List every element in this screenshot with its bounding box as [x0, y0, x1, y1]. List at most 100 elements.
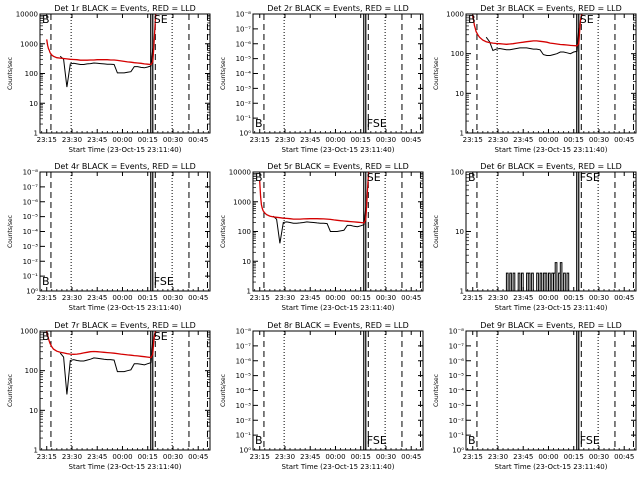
panel-det-1: Det 1r BLACK = Events, RED = LLD Counts/s… [7, 4, 211, 154]
marker-label: B [255, 117, 263, 130]
marker-label: FSE [580, 434, 600, 447]
y-tick-label: 1000 [233, 198, 251, 206]
y-axis-label: Counts/sec [7, 374, 14, 407]
x-tick-label: 00:00 [325, 136, 345, 144]
x-tick-label: 23:30 [62, 294, 82, 302]
y-tick-label: 1000 [446, 11, 464, 19]
y-tick-label: 10⁻⁷ [236, 25, 252, 33]
y-tick-label: 10 [242, 258, 251, 266]
marker-label: B [468, 13, 476, 26]
y-axis-label: Counts/sec [433, 374, 440, 407]
y-axis-label: Counts/sec [220, 215, 227, 248]
y-tick-label: 10⁻³ [449, 402, 465, 410]
y-tick-label: 10⁻¹ [449, 432, 465, 440]
x-tick-label: 00:45 [614, 453, 634, 461]
y-tick-label: 10 [29, 100, 38, 108]
events-series-line [505, 262, 570, 291]
y-tick-label: 10⁻¹ [236, 432, 252, 440]
plot-frame [252, 330, 424, 451]
x-tick-label: 00:15 [138, 136, 158, 144]
x-tick-label: 23:45 [300, 294, 320, 302]
y-tick-label: 10 [29, 407, 38, 415]
x-tick-label: 23:45 [300, 136, 320, 144]
x-tick-label: 00:00 [538, 294, 558, 302]
plot-frame [465, 13, 637, 134]
x-tick-label: 00:30 [376, 136, 396, 144]
marker-label: FSE [367, 117, 387, 130]
x-tick-label: 00:45 [188, 453, 208, 461]
y-tick-label: 10⁻² [449, 417, 465, 425]
y-tick-label: 10⁻⁷ [449, 342, 465, 350]
x-tick-label: 00:30 [376, 294, 396, 302]
x-tick-label: 00:00 [112, 453, 132, 461]
panel-det-2: Det 2r BLACK = Events, RED = LLD Counts/s… [220, 4, 424, 154]
y-tick-label: 10⁻³ [23, 243, 39, 251]
marker-label: B [468, 171, 476, 184]
x-tick-label: 00:00 [325, 294, 345, 302]
y-tick-label: 10⁻³ [236, 402, 252, 410]
panel-title: Det 7r BLACK = Events, RED = LLD [54, 321, 196, 330]
y-axis-label: Counts/sec [7, 215, 14, 248]
x-axis-label: Start Time (23-Oct-15 23:11:40) [282, 463, 395, 471]
panel-det-5: Det 5r BLACK = Events, RED = LLD Counts/s… [220, 162, 424, 312]
x-axis-label: Start Time (23-Oct-15 23:11:40) [282, 304, 395, 312]
panel-title: Det 3r BLACK = Events, RED = LLD [480, 4, 622, 13]
x-tick-label: 00:15 [138, 453, 158, 461]
x-tick-label: 23:30 [488, 294, 508, 302]
marker-label: FSE [367, 434, 387, 447]
y-tick-label: 10⁰ [239, 130, 251, 138]
panel-title: Det 4r BLACK = Events, RED = LLD [54, 162, 196, 171]
x-tick-label: 00:45 [401, 136, 421, 144]
x-tick-label: 00:45 [614, 136, 634, 144]
marker-label: SE [154, 13, 168, 26]
x-axis-label: Start Time (23-Oct-15 23:11:40) [495, 304, 608, 312]
lld-series-line [472, 14, 583, 47]
y-tick-label: 10⁻⁸ [449, 328, 465, 336]
x-tick-label: 00:45 [614, 294, 634, 302]
y-tick-label: 10000 [229, 169, 251, 177]
x-tick-label: 23:15 [37, 136, 57, 144]
x-tick-label: 23:15 [37, 453, 57, 461]
y-tick-label: 10⁰ [239, 447, 251, 455]
x-tick-label: 23:30 [275, 453, 295, 461]
y-tick-label: 10⁻⁸ [236, 11, 252, 19]
x-tick-label: 23:15 [463, 453, 483, 461]
x-axis-label: Start Time (23-Oct-15 23:11:40) [69, 304, 182, 312]
events-series-line [59, 48, 154, 88]
y-tick-label: 1 [460, 130, 464, 138]
plot-frame [252, 13, 424, 134]
x-tick-label: 23:45 [87, 453, 107, 461]
x-tick-label: 00:15 [564, 136, 584, 144]
x-axis-label: Start Time (23-Oct-15 23:11:40) [69, 146, 182, 154]
panel-det-4: Det 4r BLACK = Events, RED = LLD Counts/s… [7, 162, 211, 312]
y-tick-label: 100 [25, 367, 38, 375]
y-tick-label: 10⁻⁴ [449, 387, 465, 395]
panel-title: Det 2r BLACK = Events, RED = LLD [267, 4, 409, 13]
x-tick-label: 00:30 [589, 294, 609, 302]
plot-frame [39, 13, 211, 134]
y-tick-label: 100 [451, 50, 464, 58]
x-tick-label: 00:30 [589, 136, 609, 144]
x-tick-label: 23:15 [37, 294, 57, 302]
y-tick-label: 10⁻⁶ [23, 198, 39, 206]
x-tick-label: 00:30 [163, 294, 183, 302]
panel-title: Det 1r BLACK = Events, RED = LLD [54, 4, 196, 13]
y-tick-label: 10⁰ [26, 288, 38, 296]
panel-title: Det 6r BLACK = Events, RED = LLD [480, 162, 622, 171]
x-tick-label: 00:45 [188, 136, 208, 144]
x-tick-label: 00:15 [351, 453, 371, 461]
panel-det-6: Det 6r BLACK = Events, RED = LLD Counts/s… [433, 162, 637, 312]
y-tick-label: 10⁻⁴ [23, 228, 39, 236]
y-tick-label: 1 [34, 130, 38, 138]
x-tick-label: 00:00 [538, 136, 558, 144]
panel-det-8: Det 8r BLACK = Events, RED = LLD Counts/s… [220, 321, 424, 471]
marker-label: B [42, 275, 50, 288]
events-series-line [59, 339, 154, 395]
y-tick-label: 10⁻¹ [23, 273, 39, 281]
y-tick-label: 10⁻³ [236, 85, 252, 93]
x-tick-label: 23:15 [250, 136, 270, 144]
plot-frame [39, 171, 211, 292]
x-tick-label: 23:30 [62, 136, 82, 144]
y-tick-label: 10⁰ [452, 447, 464, 455]
